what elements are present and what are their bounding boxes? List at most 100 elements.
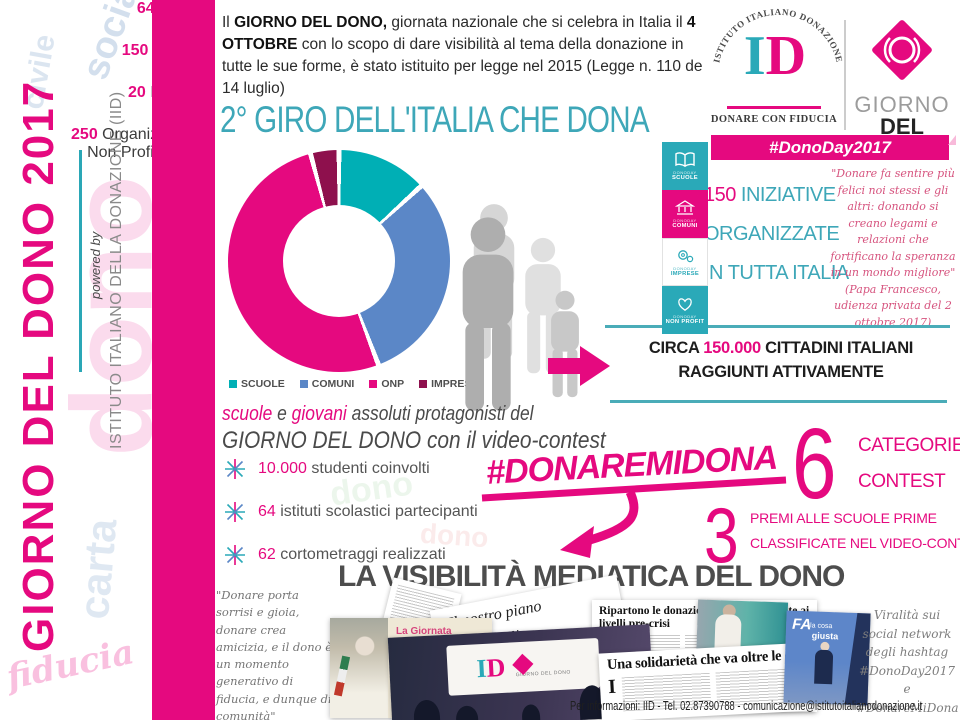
stage-id-logo: ID — [476, 652, 507, 683]
bullet-value: 64 — [258, 503, 276, 520]
tricolor-sash — [333, 655, 351, 697]
video-contest-heading-line2: GIORNO DEL DONO con il video-contest — [222, 427, 606, 455]
powered-by-label: powered by — [88, 231, 103, 299]
donoday-badge-strip: DONODAY SCUOLE DONODAY COMUNI DONODAY IM… — [662, 142, 708, 334]
badge-program: DONODAY — [673, 266, 697, 271]
badge-label: IMPRESE — [670, 271, 700, 277]
tv-person-body — [814, 649, 834, 685]
pope-quote: "Donare fa sentire più felici noi stessi… — [830, 166, 956, 331]
prizes-labels: PREMI ALLE SCUOLE PRIME CLASSIFICATE NEL… — [750, 506, 960, 556]
main-heading: 2° GIRO DELL'ITALIA CHE DONA — [220, 99, 650, 140]
tv-show-title-fa: FA — [791, 615, 812, 634]
heart-icon — [678, 298, 692, 311]
stat-value: 64 — [136, 0, 155, 17]
categories-labels: CATEGORIE CONTEST — [858, 428, 960, 500]
tv-show-title-giusta: giusta — [811, 630, 839, 642]
categories-label-2: CONTEST — [858, 471, 946, 492]
vc-word-giovani: giovani — [291, 403, 347, 425]
intro-text: Il — [222, 14, 235, 31]
pope-quote-text: "Donare fa sentire più felici noi stessi… — [830, 167, 956, 279]
sidebar-pink-bar — [152, 0, 215, 720]
video-contest-heading-line1: scuole e giovani assoluti protagonisti d… — [222, 403, 587, 426]
book-icon — [675, 152, 695, 168]
bank-icon — [675, 200, 695, 215]
footer-contact-info: Per informazioni: IID - Tel. 02.87390788… — [570, 698, 923, 713]
bullet-value: 10.000 — [258, 460, 307, 477]
asterisk-icon — [225, 545, 245, 565]
gears-icon — [678, 250, 694, 263]
bullet-label: cortometraggi realizzati — [275, 546, 446, 563]
vc-text: con il video-contest — [421, 427, 606, 454]
bullet-cortometraggi: 62 cortometraggi realizzati — [224, 544, 478, 566]
bullet-studenti: 10.000 studenti coinvolti — [224, 458, 478, 480]
stage-gdd-logo: GIORNO DEL DONO — [512, 653, 571, 678]
badge-program: DONODAY — [673, 218, 697, 223]
categories-number: 6 — [792, 408, 837, 520]
reach-statement: CIRCA 150.000 CITTADINI ITALIANI RAGGIUN… — [612, 337, 950, 385]
iniziative-line2: ORGANIZZATE — [704, 223, 840, 245]
intro-bold-date: 4 OTTOBRE — [222, 14, 696, 53]
legend-swatch-onp — [369, 380, 378, 388]
legend-swatch-scuole — [229, 380, 237, 388]
separator-line — [605, 325, 950, 328]
legend-label: ONP — [381, 378, 405, 390]
stat-value: 250 — [71, 126, 98, 143]
iniziative-line1: 150 INIZIATIVE — [704, 176, 844, 215]
stage-id-d: D — [485, 652, 507, 683]
bullet-text: 10.000 studenti coinvolti — [258, 460, 430, 478]
badge-program: DONODAY — [673, 170, 697, 175]
bullet-text: 64 istituti scolastici partecipanti — [258, 503, 478, 521]
prizes-label-2: CLASSIFICATE NEL VIDEO-CONTEST — [750, 535, 960, 551]
iniziative-line3: IN TUTTA ITALIA — [704, 262, 849, 284]
asterisk-icon — [225, 502, 245, 522]
iid-arc-text: ISTITUTO ITALIANO DONAZIONE — [711, 8, 844, 64]
chart-legend: SCUOLE COMUNI ONP IMPRESE — [229, 378, 478, 390]
legend-label: SCUOLE — [241, 378, 285, 390]
donut-hole — [283, 205, 395, 317]
badge-imprese: DONODAY IMPRESE — [662, 238, 708, 286]
prizes-label-1: PREMI ALLE SCUOLE PRIME — [750, 510, 937, 526]
mattarella-quote: "Donare porta sorrisi e gioia, donare cr… — [216, 587, 334, 720]
logo-card: ISTITUTO ITALIANO DONAZIONE ID DONARE CO… — [703, 4, 956, 165]
legend-item-comuni: COMUNI — [299, 378, 355, 390]
donoday-ribbon: #DonoDay2017 — [711, 135, 956, 160]
mattarella-quote-text: "Donare porta sorrisi e gioia, donare cr… — [216, 588, 333, 720]
audience-silhouette — [413, 699, 441, 720]
reach-pre: CIRCA — [648, 339, 704, 357]
iid-logo-line — [727, 106, 821, 109]
giorno-label: GIORNO — [854, 92, 950, 117]
bullet-text: 62 cortometraggi realizzati — [258, 546, 446, 564]
legend-swatch-imprese — [419, 380, 428, 388]
badge-label: SCUOLE — [672, 175, 698, 181]
badge-comuni: DONODAY COMUNI — [662, 190, 708, 238]
stat-value: 20 — [127, 84, 146, 101]
iid-letter-d: D — [765, 25, 807, 87]
intro-text: giornata nazionale che si celebra in Ita… — [387, 14, 687, 31]
badge-scuole: DONODAY SCUOLE — [662, 142, 708, 190]
intro-text: con lo scopo di dare visibilità al tema … — [222, 36, 706, 97]
pope-quote-attribution: (Papa Francesco, udienza privata del 2 o… — [834, 282, 952, 329]
badge-label: COMUNI — [672, 223, 698, 229]
iid-letter-i: I — [743, 25, 766, 87]
iniziative-block: 150 INIZIATIVE ORGANIZZATE IN TUTTA ITAL… — [704, 176, 849, 293]
pope-photo — [330, 618, 388, 718]
reach-number: 150.000 — [703, 339, 761, 357]
audience-silhouette — [521, 704, 541, 720]
reach-post: CITTADINI ITALIANI — [760, 339, 914, 357]
badge-label: NON PROFIT — [665, 319, 705, 325]
donut-chart — [228, 150, 450, 372]
vc-word-scuole: scuole — [222, 403, 273, 425]
reach-line2: RAGGIUNTI ATTIVAMENTE — [678, 362, 884, 381]
legend-label: COMUNI — [311, 378, 355, 390]
tv-show-title-lacosa: la cosa — [809, 622, 833, 631]
watermark-carta: carta — [69, 516, 126, 622]
legend-swatch-comuni — [299, 380, 308, 388]
iid-logo-letters: ID — [729, 28, 821, 84]
bullet-label: studenti coinvolti — [306, 460, 430, 477]
video-contest-heading: scuole e giovani assoluti protagonisti d… — [222, 403, 606, 455]
intro-bold-giorno-del-dono: GIORNO DEL DONO, — [234, 14, 388, 31]
giorno-del-dono-diamond-icon — [872, 20, 932, 80]
badge-program: DONODAY — [673, 314, 697, 319]
stat-value: 150 — [121, 42, 149, 59]
